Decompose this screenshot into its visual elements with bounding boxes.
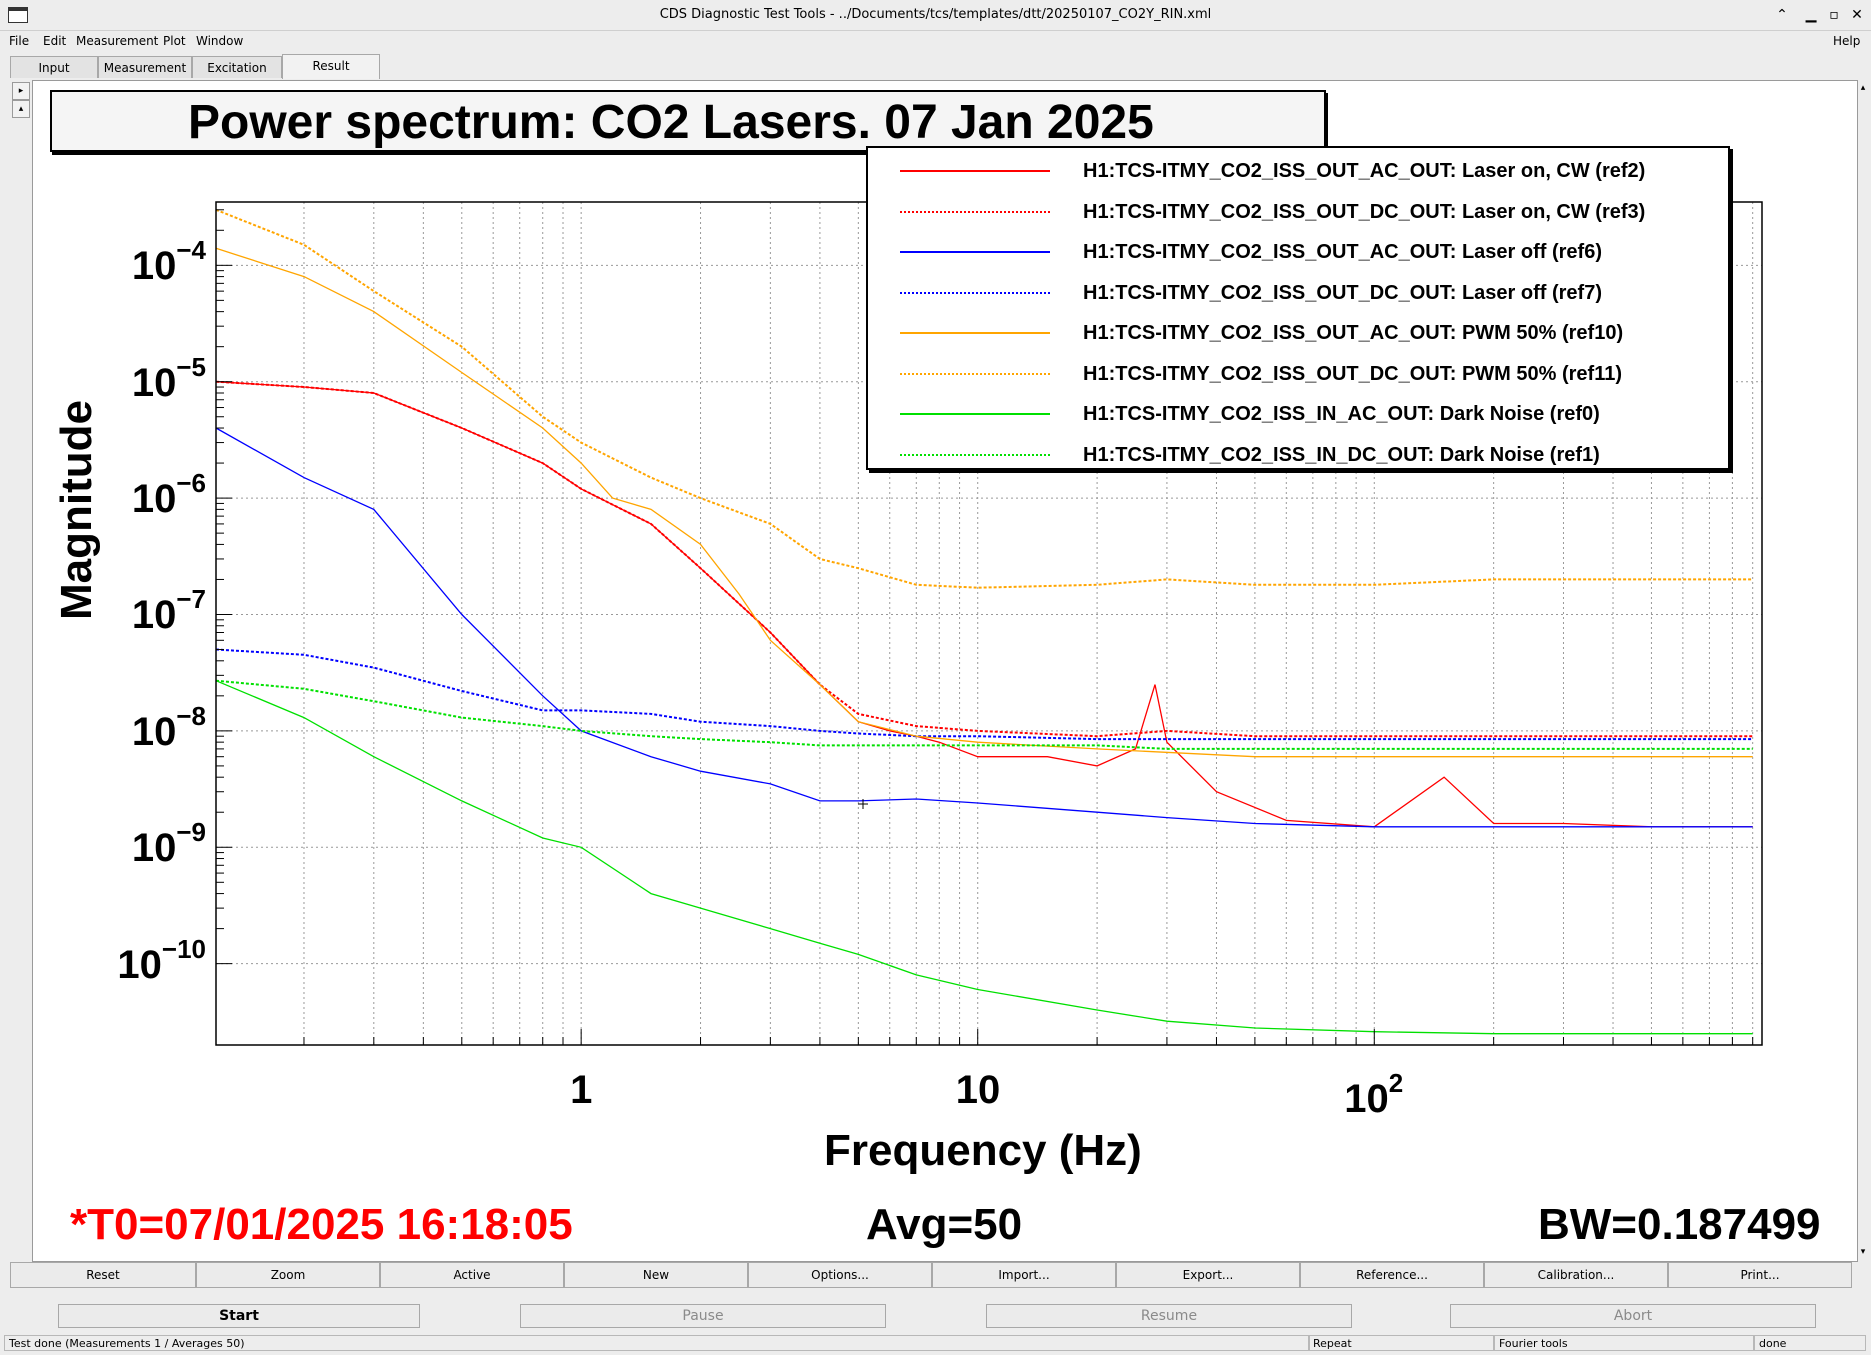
menubar: File Edit Measurement Plot Window Help — [0, 31, 1871, 53]
new-button[interactable]: New — [564, 1262, 748, 1288]
options-button[interactable]: Options... — [748, 1262, 932, 1288]
export-button[interactable]: Export... — [1116, 1262, 1300, 1288]
x-tick-label: 102 — [1344, 1068, 1404, 1121]
x-axis-label: Frequency (Hz) — [824, 1126, 1142, 1175]
window-titlebar: CDS Diagnostic Test Tools - ../Documents… — [0, 0, 1871, 31]
tab-result[interactable]: Result — [282, 54, 380, 79]
y-axis-label: Magnitude — [52, 400, 101, 620]
close-icon[interactable]: ✕ — [1851, 7, 1863, 23]
legend-label: H1:TCS-ITMY_CO2_ISS_OUT_AC_OUT: PWM 50% … — [1083, 322, 1624, 344]
legend-entry: H1:TCS-ITMY_CO2_ISS_OUT_DC_OUT: Laser on… — [868, 195, 1728, 231]
y-tick-label: 10−8 — [131, 700, 206, 754]
status-message: Test done (Measurements 1 / Averages 50) — [4, 1335, 1310, 1351]
legend-entry: H1:TCS-ITMY_CO2_ISS_OUT_DC_OUT: Laser of… — [868, 276, 1728, 312]
legend-entry: H1:TCS-ITMY_CO2_ISS_OUT_AC_OUT: Laser on… — [868, 154, 1728, 190]
legend-entry: H1:TCS-ITMY_CO2_ISS_IN_DC_OUT: Dark Nois… — [868, 438, 1728, 474]
legend-entry: H1:TCS-ITMY_CO2_ISS_OUT_DC_OUT: PWM 50% … — [868, 357, 1728, 393]
status-bar: Test done (Measurements 1 / Averages 50)… — [0, 1333, 1871, 1353]
legend-entry: H1:TCS-ITMY_CO2_ISS_IN_AC_OUT: Dark Nois… — [868, 397, 1728, 433]
legend-label: H1:TCS-ITMY_CO2_ISS_OUT_DC_OUT: PWM 50% … — [1083, 362, 1623, 385]
y-tick-label: 10−6 — [131, 468, 206, 522]
reset-button[interactable]: Reset — [10, 1262, 196, 1288]
legend-swatch — [900, 332, 1050, 334]
status-fourier: Fourier tools — [1494, 1335, 1754, 1351]
tab-input[interactable]: Input — [10, 56, 98, 78]
menu-edit[interactable]: Edit — [43, 34, 67, 48]
legend-swatch — [900, 291, 1050, 294]
maximize-icon[interactable]: ▫ — [1829, 7, 1839, 23]
y-tick-label: 10−9 — [131, 817, 206, 871]
start-button[interactable]: Start — [58, 1304, 420, 1328]
y-tick-label: 10−7 — [131, 584, 206, 638]
window-title: CDS Diagnostic Test Tools - ../Documents… — [659, 7, 1212, 22]
legend-label: H1:TCS-ITMY_CO2_ISS_OUT_AC_OUT: Laser on… — [1083, 160, 1646, 182]
legend-label: H1:TCS-ITMY_CO2_ISS_IN_AC_OUT: Dark Nois… — [1083, 403, 1600, 425]
legend: H1:TCS-ITMY_CO2_ISS_OUT_AC_OUT: Laser on… — [866, 146, 1730, 470]
collapse-arrow-icon[interactable]: ▴ — [12, 100, 30, 118]
legend-label: H1:TCS-ITMY_CO2_ISS_OUT_DC_OUT: Laser of… — [1083, 281, 1602, 304]
avg-readout: Avg=50 — [866, 1200, 1023, 1249]
legend-entry: H1:TCS-ITMY_CO2_ISS_OUT_AC_OUT: PWM 50% … — [868, 316, 1728, 352]
menu-window[interactable]: Window — [196, 34, 244, 48]
active-button[interactable]: Active — [380, 1262, 564, 1288]
vertical-scrollbar[interactable]: ▴ ▾ — [1857, 80, 1869, 1260]
status-repeat: Repeat — [1308, 1335, 1494, 1351]
y-tick-label: 10−10 — [117, 933, 206, 987]
y-tick-label: 10−5 — [131, 351, 206, 405]
pause-button[interactable]: Pause — [520, 1304, 886, 1328]
legend-swatch — [900, 251, 1050, 253]
menu-help[interactable]: Help — [1833, 34, 1861, 48]
minimize-icon[interactable]: ▁ — [1805, 7, 1817, 23]
legend-label: H1:TCS-ITMY_CO2_ISS_OUT_DC_OUT: Laser on… — [1083, 200, 1646, 223]
calibration-button[interactable]: Calibration... — [1484, 1262, 1668, 1288]
x-tick-label: 10 — [955, 1068, 1001, 1112]
print-button[interactable]: Print... — [1668, 1262, 1852, 1288]
collapse-icon[interactable]: ⌃ — [1776, 7, 1788, 23]
tab-excitation[interactable]: Excitation — [192, 56, 282, 78]
legend-entry: H1:TCS-ITMY_CO2_ISS_OUT_AC_OUT: Laser of… — [868, 235, 1728, 271]
menu-measurement[interactable]: Measurement — [76, 34, 159, 48]
resume-button[interactable]: Resume — [986, 1304, 1352, 1328]
expand-arrow-icon[interactable]: ▸ — [12, 82, 30, 100]
plot-title: Power spectrum: CO2 Lasers. 07 Jan 2025 — [50, 90, 1326, 152]
tab-measurement[interactable]: Measurement — [98, 56, 192, 78]
menu-plot[interactable]: Plot — [163, 34, 186, 48]
menu-file[interactable]: File — [9, 34, 30, 48]
plot-button-row: Reset Zoom Active New Options... Import.… — [10, 1262, 1854, 1288]
legend-swatch — [900, 210, 1050, 213]
legend-swatch — [900, 413, 1050, 415]
legend-label: H1:TCS-ITMY_CO2_ISS_OUT_AC_OUT: Laser of… — [1083, 241, 1602, 263]
x-tick-label: 1 — [570, 1068, 593, 1112]
status-state: done — [1754, 1335, 1866, 1351]
app-icon[interactable] — [8, 7, 28, 23]
legend-label: H1:TCS-ITMY_CO2_ISS_IN_DC_OUT: Dark Nois… — [1083, 443, 1600, 466]
zoom-button[interactable]: Zoom — [196, 1262, 380, 1288]
bw-readout: BW=0.187499 — [1538, 1200, 1821, 1249]
legend-swatch — [900, 170, 1050, 172]
legend-swatch — [900, 453, 1050, 456]
y-tick-label: 10−4 — [131, 235, 206, 289]
legend-swatch — [900, 372, 1050, 375]
reference-button[interactable]: Reference... — [1300, 1262, 1484, 1288]
scroll-up-icon[interactable]: ▴ — [1860, 83, 1866, 93]
import-button[interactable]: Import... — [932, 1262, 1116, 1288]
abort-button[interactable]: Abort — [1450, 1304, 1816, 1328]
t0-readout: *T0=07/01/2025 16:18:05 — [70, 1200, 573, 1249]
scroll-down-icon[interactable]: ▾ — [1860, 1247, 1866, 1257]
